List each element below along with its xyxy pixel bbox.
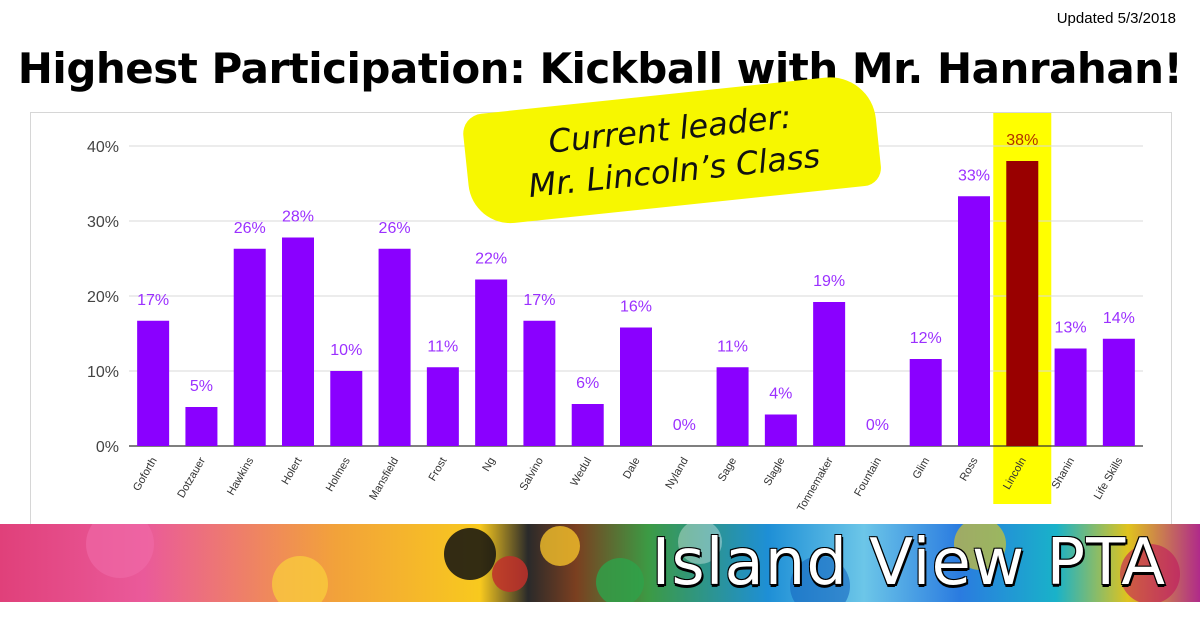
category-label: Ross <box>958 455 981 483</box>
y-tick-label: 20% <box>87 289 119 306</box>
data-label: 19% <box>813 273 845 290</box>
category-label: Wedul <box>568 456 594 489</box>
bar-frost <box>426 367 459 446</box>
data-label: 17% <box>137 292 169 309</box>
data-label: 22% <box>475 251 507 268</box>
bar-dotzauer <box>185 407 218 446</box>
category-label: Life Skills <box>1092 455 1126 502</box>
category-label: Frost <box>427 456 450 484</box>
data-label: 4% <box>769 386 792 403</box>
data-label: 12% <box>910 330 942 347</box>
y-tick-label: 0% <box>96 439 119 456</box>
data-label: 26% <box>234 220 266 237</box>
category-label: Holmes <box>324 455 353 494</box>
data-label: 6% <box>576 375 599 392</box>
data-label: 33% <box>958 167 990 184</box>
bar-life-skills <box>1102 338 1135 446</box>
bar-holert <box>282 237 314 446</box>
bar-sage <box>716 367 749 446</box>
y-tick-label: 40% <box>87 139 119 156</box>
data-label: 5% <box>190 378 213 395</box>
data-label: 28% <box>282 209 314 226</box>
data-label: 11% <box>427 338 458 355</box>
category-label: Glim <box>911 456 933 482</box>
data-label: 0% <box>673 417 696 434</box>
bar-ross <box>958 196 990 446</box>
bar-hawkins <box>233 248 266 446</box>
page-title: Highest Participation: Kickball with Mr.… <box>17 44 1183 93</box>
category-label: Ng <box>480 456 497 474</box>
category-label: Sage <box>716 456 739 484</box>
data-label: 13% <box>1055 320 1087 337</box>
category-label: Nyland <box>663 456 691 492</box>
y-tick-label: 30% <box>87 214 119 231</box>
category-label: Slagle <box>762 456 788 488</box>
category-label: Shanin <box>1050 456 1078 492</box>
bar-tonnemaker <box>813 302 846 446</box>
category-label: Hawkins <box>225 455 256 497</box>
category-label: Tonnemaker <box>795 455 836 514</box>
pta-banner: Island View PTA <box>0 524 1200 602</box>
data-label: 0% <box>866 417 889 434</box>
updated-date: Updated 5/3/2018 <box>1056 10 1176 27</box>
category-label: Dale <box>621 456 643 482</box>
bar-salvino <box>523 320 556 446</box>
data-label: 26% <box>379 220 411 237</box>
category-label: Goforth <box>131 456 160 494</box>
category-label: Fountain <box>852 456 884 499</box>
category-label: Salvino <box>518 456 546 493</box>
bar-shanin <box>1054 348 1087 446</box>
data-label: 16% <box>620 299 652 316</box>
data-label: 10% <box>330 342 362 359</box>
bar-slagle <box>764 414 797 446</box>
bar-dale <box>620 327 652 446</box>
category-label: Dotzauer <box>175 455 208 500</box>
category-label: Mansfield <box>367 456 401 503</box>
data-label: 14% <box>1103 310 1135 327</box>
category-label: Holert <box>280 456 305 487</box>
bar-lincoln <box>1006 161 1039 446</box>
data-label: 38% <box>1006 132 1038 149</box>
bar-mansfield <box>378 248 411 446</box>
y-tick-label: 10% <box>87 364 119 381</box>
bar-ng <box>475 279 508 446</box>
bar-wedul <box>571 404 604 446</box>
bar-goforth <box>137 320 170 446</box>
data-label: 17% <box>523 292 555 309</box>
bar-holmes <box>330 371 363 446</box>
banner-title: Island View PTA <box>651 526 1166 600</box>
paint-splash-decoration <box>86 524 1180 602</box>
bar-chart: 0% 10% 20% 30% 40% 17% Goforth 5% Dotzauer 26% Haw… <box>87 113 1143 514</box>
data-label: 11% <box>717 338 748 355</box>
bar-glim <box>909 359 942 446</box>
